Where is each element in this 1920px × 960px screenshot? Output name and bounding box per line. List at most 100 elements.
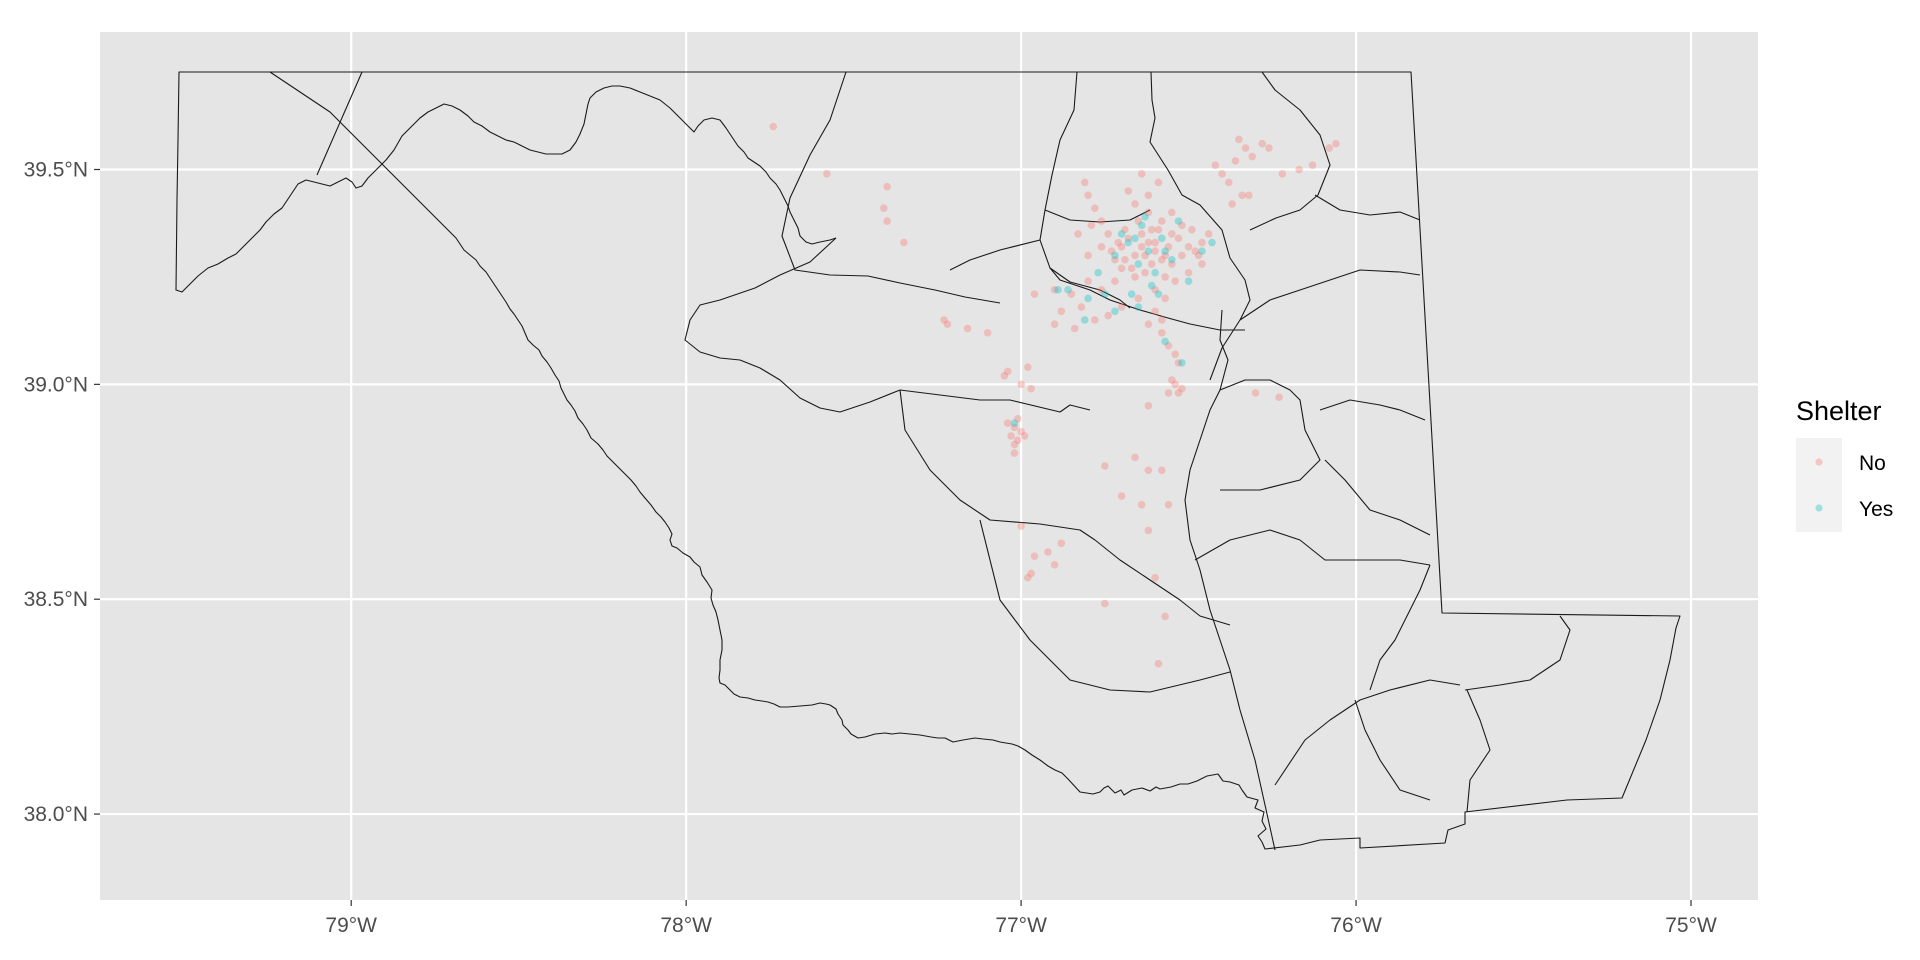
legend-key-no [1815, 458, 1823, 466]
point-no-3 [1157, 255, 1166, 264]
point-no-18 [1178, 251, 1186, 260]
point-no-112 [1137, 500, 1146, 509]
point-no-70 [1168, 230, 1176, 238]
point-no-27 [1137, 170, 1146, 178]
point-yes-2 [1157, 234, 1166, 243]
y-tick-label-2: 38.5°N [24, 588, 88, 611]
point-no-117 [1131, 453, 1139, 462]
state-outline [178, 71, 1681, 850]
point-no-14 [1111, 255, 1119, 264]
point-no-106 [1057, 539, 1066, 548]
point-no-45 [1174, 359, 1183, 367]
point-no-10 [1117, 243, 1126, 251]
point-yes-13 [1101, 290, 1109, 298]
point-yes-5 [1168, 255, 1176, 264]
point-no-92 [1000, 371, 1009, 380]
point-no-147 [1258, 139, 1267, 148]
point-no-68 [1161, 251, 1169, 260]
point-yes-4 [1151, 268, 1159, 277]
point-no-64 [1107, 247, 1116, 255]
point-no-22 [1091, 204, 1099, 212]
point-no-89 [1020, 432, 1029, 440]
point-no-28 [1154, 178, 1163, 187]
point-yes-6 [1117, 230, 1126, 238]
point-no-122 [1251, 389, 1260, 397]
point-no-135 [1278, 170, 1287, 178]
point-yes-25 [1010, 419, 1019, 427]
axis-ticks: 79°W 78°W 77°W 76°W 75°W 39.5°N 39.0°N 38.5°N 38… [24, 159, 1717, 937]
point-no-13 [1174, 234, 1183, 243]
point-no-60 [1097, 243, 1106, 251]
point-no-4 [1131, 251, 1139, 260]
point-no-105 [1050, 561, 1059, 569]
point-no-19 [1104, 230, 1112, 238]
point-no-102 [1017, 522, 1025, 530]
point-no-8 [1141, 268, 1149, 277]
legend-title: Shelter [1796, 396, 1882, 426]
point-no-110 [1151, 573, 1159, 582]
point-no-66 [1151, 238, 1159, 247]
point-no-88 [1010, 440, 1019, 449]
point-no-125 [823, 170, 831, 178]
point-no-124 [769, 122, 778, 131]
point-yes-29 [1094, 268, 1102, 277]
point-yes-17 [1111, 307, 1119, 316]
point-no-67 [1141, 251, 1149, 260]
point-no-62 [1074, 230, 1082, 238]
legend: Shelter No Yes [1796, 396, 1893, 532]
point-no-142 [1218, 170, 1226, 178]
point-no-23 [1084, 191, 1092, 200]
point-no-132 [1241, 144, 1250, 152]
point-no-96 [943, 320, 952, 328]
point-yes-7 [1137, 221, 1146, 230]
point-no-57 [1097, 286, 1106, 294]
point-yes-16 [1084, 294, 1092, 303]
point-yes-18 [1134, 303, 1143, 311]
point-no-79 [1178, 384, 1186, 393]
point-no-141 [1245, 191, 1253, 200]
point-yes-8 [1161, 247, 1169, 255]
plot-panel [100, 32, 1758, 900]
y-tick-label-1: 39.0°N [24, 373, 88, 396]
point-no-15 [1161, 273, 1169, 281]
point-no-136 [1295, 165, 1303, 174]
point-yes-22 [1178, 359, 1186, 367]
point-no-90 [1013, 414, 1022, 423]
point-no-100 [1027, 384, 1035, 393]
point-no-56 [1084, 277, 1092, 286]
point-no-123 [1275, 393, 1283, 402]
point-no-47 [1134, 294, 1143, 303]
y-tick-label-3: 38.0°N [24, 803, 88, 826]
point-no-130 [940, 316, 948, 324]
point-no-98 [1030, 290, 1039, 298]
point-no-87 [1003, 419, 1012, 427]
point-no-42 [1157, 328, 1166, 337]
point-no-25 [1131, 200, 1139, 208]
point-no-76 [1121, 255, 1129, 264]
point-no-72 [1194, 251, 1203, 260]
point-no-71 [1184, 243, 1193, 251]
point-yes-11 [1147, 281, 1156, 290]
point-no-11 [1154, 225, 1163, 234]
point-no-1 [1151, 247, 1159, 255]
point-no-144 [1228, 200, 1236, 208]
point-yes-23 [1161, 337, 1169, 346]
point-no-131 [1231, 157, 1240, 165]
point-no-111 [1144, 526, 1153, 535]
point-no-35 [1191, 247, 1200, 255]
point-no-37 [1184, 268, 1193, 277]
shelter-points [769, 122, 1340, 668]
point-no-51 [1077, 303, 1086, 311]
point-no-65 [1121, 225, 1129, 234]
point-no-12 [1134, 217, 1143, 225]
point-no-53 [1050, 286, 1059, 294]
point-no-39 [1161, 294, 1169, 303]
point-no-119 [1161, 612, 1169, 621]
point-no-29 [1144, 191, 1153, 200]
point-no-138 [1325, 144, 1334, 152]
point-no-55 [1070, 324, 1079, 333]
point-no-95 [983, 328, 992, 337]
point-no-107 [1027, 569, 1035, 578]
point-yes-12 [1127, 290, 1136, 298]
point-no-6 [1164, 243, 1173, 251]
